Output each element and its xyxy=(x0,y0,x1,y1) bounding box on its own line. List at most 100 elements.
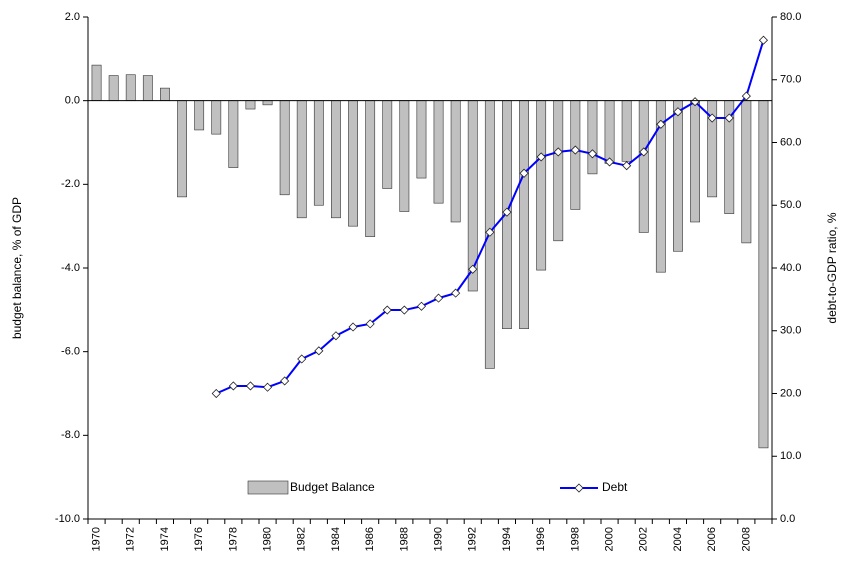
marker xyxy=(314,346,324,356)
x-tick-label: 1976 xyxy=(193,527,205,551)
marker xyxy=(622,161,632,171)
marker xyxy=(348,322,358,332)
bar xyxy=(296,100,307,219)
x-tick-label: 1970 xyxy=(90,527,102,551)
marker xyxy=(502,207,512,217)
marker xyxy=(211,388,221,399)
marker xyxy=(673,107,683,117)
bar xyxy=(91,64,102,101)
bar xyxy=(399,100,410,212)
legend-swatch xyxy=(247,480,289,495)
bar xyxy=(587,100,598,175)
marker xyxy=(536,152,546,162)
bar xyxy=(382,100,393,189)
y-tick-label: -4.0 xyxy=(61,262,80,274)
bar xyxy=(194,100,205,131)
bar xyxy=(519,100,529,329)
bar xyxy=(177,100,187,198)
x-tick-label: 1998 xyxy=(569,527,581,551)
y-tick-label: -6.0 xyxy=(61,346,80,358)
bar xyxy=(741,100,752,244)
bar xyxy=(450,100,461,223)
marker xyxy=(758,35,769,45)
marker xyxy=(639,147,649,157)
x-tick-label: 1996 xyxy=(535,527,547,551)
bar xyxy=(673,100,683,252)
marker xyxy=(656,119,666,129)
y-tick-label: -10.0 xyxy=(55,513,80,525)
y2-tick-label: 10.0 xyxy=(780,450,801,462)
marker xyxy=(382,305,392,315)
marker xyxy=(468,264,478,274)
y2-tick-label: 20.0 xyxy=(780,387,801,399)
marker xyxy=(519,168,529,178)
y2-tick-label: 0.0 xyxy=(780,513,795,525)
marker xyxy=(707,113,717,123)
y2-tick-label: 30.0 xyxy=(780,325,801,337)
marker xyxy=(553,147,563,157)
bar xyxy=(433,100,444,204)
bar xyxy=(690,100,700,223)
x-tick-label: 1986 xyxy=(364,527,376,551)
x-tick-label: 2004 xyxy=(672,527,684,551)
marker xyxy=(262,382,273,392)
legend-marker xyxy=(574,483,584,493)
marker xyxy=(485,227,495,237)
bar xyxy=(348,100,358,227)
x-tick-label: 1984 xyxy=(330,527,342,551)
marker xyxy=(724,113,734,123)
marker xyxy=(604,157,615,167)
bar xyxy=(570,100,581,210)
marker xyxy=(433,293,444,303)
y2-tick-label: 80.0 xyxy=(780,11,801,23)
bar xyxy=(211,100,222,135)
y-tick-label: -8.0 xyxy=(61,429,80,441)
marker xyxy=(416,301,427,311)
x-tick-label: 1980 xyxy=(261,527,273,551)
x-tick-label: 1994 xyxy=(501,527,513,551)
x-tick-label: 1992 xyxy=(467,527,479,551)
bar xyxy=(331,100,341,219)
marker xyxy=(570,145,580,155)
bar xyxy=(279,100,290,196)
y2-tick-label: 60.0 xyxy=(780,136,801,148)
bar xyxy=(313,100,324,206)
y-tick-label: 0.0 xyxy=(65,95,80,107)
bar xyxy=(536,100,547,271)
x-tick-label: 1990 xyxy=(432,527,444,551)
y-tick-label: 2.0 xyxy=(65,11,80,23)
bar xyxy=(142,75,153,101)
bar xyxy=(262,100,273,106)
bar xyxy=(125,74,136,101)
bar xyxy=(553,100,564,242)
x-tick-label: 1978 xyxy=(227,527,239,551)
y2-tick-label: 70.0 xyxy=(780,74,801,86)
x-tick-label: 1982 xyxy=(296,527,308,551)
y2-tick-label: 50.0 xyxy=(780,199,801,211)
x-tick-label: 2000 xyxy=(603,527,615,551)
bar xyxy=(228,100,239,168)
bar xyxy=(108,75,119,101)
legend-label: Debt xyxy=(602,480,628,494)
marker xyxy=(365,319,375,329)
y-tick-label: -2.0 xyxy=(61,178,80,190)
marker xyxy=(587,149,598,159)
bar xyxy=(160,87,170,101)
marker xyxy=(331,331,341,341)
y2-tick-label: 40.0 xyxy=(780,262,801,274)
x-tick-label: 2008 xyxy=(740,527,752,551)
x-tick-label: 1974 xyxy=(159,527,171,551)
bar xyxy=(245,100,256,110)
x-tick-label: 1972 xyxy=(125,527,137,551)
marker xyxy=(280,376,290,386)
x-tick-label: 2006 xyxy=(706,527,718,551)
bar xyxy=(621,100,632,162)
bar xyxy=(604,100,615,164)
y-axis-label: budget balance, % of GDP xyxy=(10,197,24,339)
marker xyxy=(297,354,307,364)
bar xyxy=(758,100,769,449)
marker xyxy=(741,91,751,101)
y2-axis-label: debt-to-GDP ratio, % xyxy=(825,212,839,323)
x-tick-label: 1988 xyxy=(398,527,410,551)
